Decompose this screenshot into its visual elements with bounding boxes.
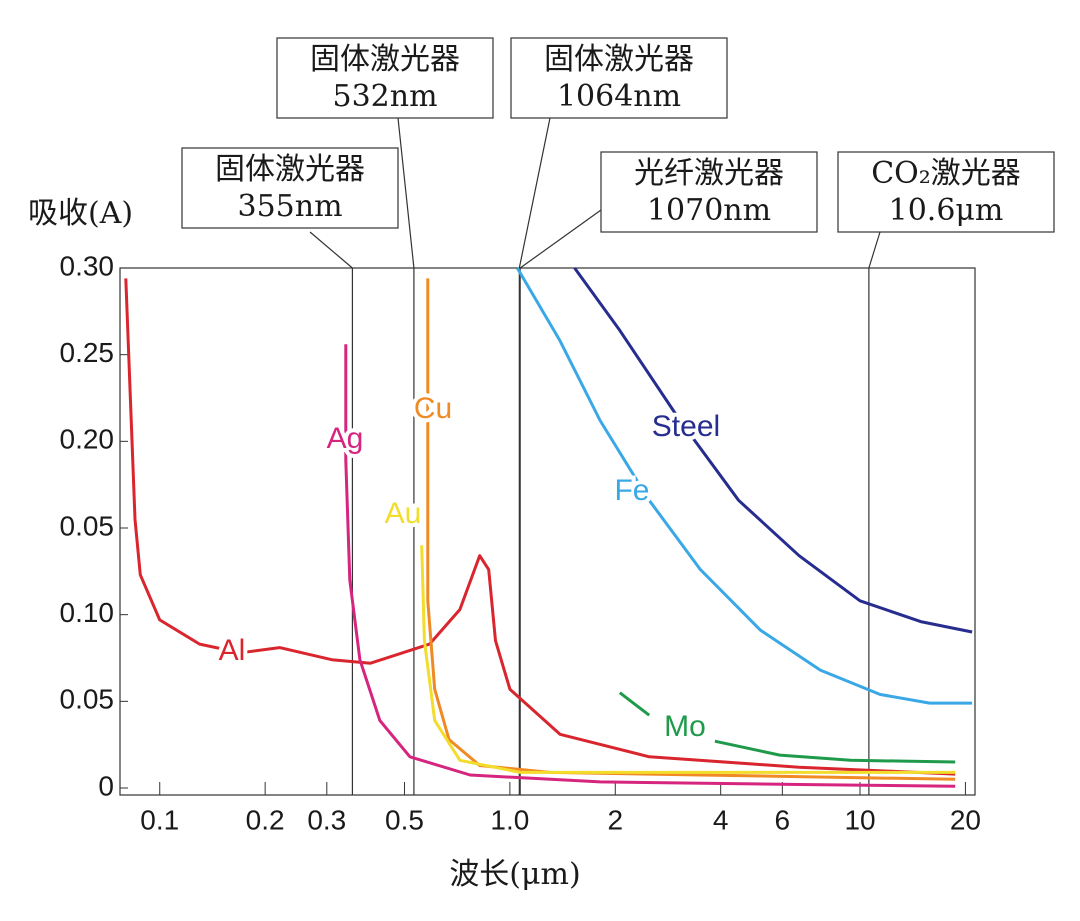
leader-line — [518, 117, 551, 269]
annotation-box — [181, 147, 399, 229]
annotation-text: 固体激光器 — [215, 152, 365, 187]
annotation-text: 532nm — [332, 79, 437, 114]
y-tick-label: 0.10 — [60, 597, 115, 628]
x-tick-label: 10 — [844, 804, 875, 835]
x-tick-label: 20 — [950, 804, 981, 835]
annotation-text: 固体激光器 — [544, 42, 694, 77]
leader-line — [309, 231, 353, 269]
series-label: Fe — [614, 474, 649, 507]
leader-line — [519, 209, 602, 269]
x-axis-title: 波长(μm) — [449, 857, 580, 892]
x-tick-label: 4 — [713, 804, 729, 835]
series-line — [618, 691, 956, 764]
y-tick-label: 0.05 — [60, 684, 115, 715]
series-line — [344, 344, 956, 788]
x-tick-label: 0.1 — [140, 804, 179, 835]
x-tick-label: 2 — [607, 804, 623, 835]
series-label: Mo — [664, 710, 706, 743]
plot-frame — [119, 267, 976, 796]
series-line — [420, 545, 956, 774]
annotation-text: 1070nm — [647, 193, 771, 228]
y-tick-label: 0.25 — [60, 337, 115, 368]
leader-line — [397, 117, 415, 269]
y-axis-title: 吸收(A) — [28, 196, 133, 231]
x-tick-label: 6 — [775, 804, 791, 835]
series-line — [516, 267, 973, 705]
annotation-text: 1064nm — [557, 79, 681, 114]
series-label: Cu — [414, 392, 452, 425]
y-tick-label: 0.30 — [60, 250, 115, 281]
x-tick-label: 0.2 — [246, 804, 285, 835]
series-label: Ag — [327, 422, 364, 455]
x-tick-label: 0.3 — [307, 804, 346, 835]
x-tick-label: 0.5 — [385, 804, 424, 835]
annotation-box — [510, 37, 728, 119]
annotation-box — [837, 151, 1055, 233]
x-tick-label: 1.0 — [490, 804, 529, 835]
annotation-box — [276, 37, 494, 119]
annotation-text: 光纤激光器 — [634, 156, 784, 191]
annotation-box — [600, 151, 818, 233]
series-label: Au — [385, 497, 422, 530]
annotation-text: 10.6μm — [889, 193, 1004, 228]
series-line — [124, 278, 956, 776]
y-tick-label: 0.05 — [60, 510, 115, 541]
annotation-text: 固体激光器 — [310, 42, 460, 77]
y-tick-label: 0 — [98, 770, 114, 801]
y-tick-label: 0.20 — [60, 424, 115, 455]
annotation-text: CO₂激光器 — [871, 156, 1021, 191]
series-label: Steel — [652, 410, 720, 443]
series-label: Al — [219, 634, 246, 667]
annotation-text: 355nm — [237, 189, 342, 224]
series-line — [573, 267, 973, 634]
leader-line — [868, 231, 881, 269]
series-line — [426, 278, 956, 781]
